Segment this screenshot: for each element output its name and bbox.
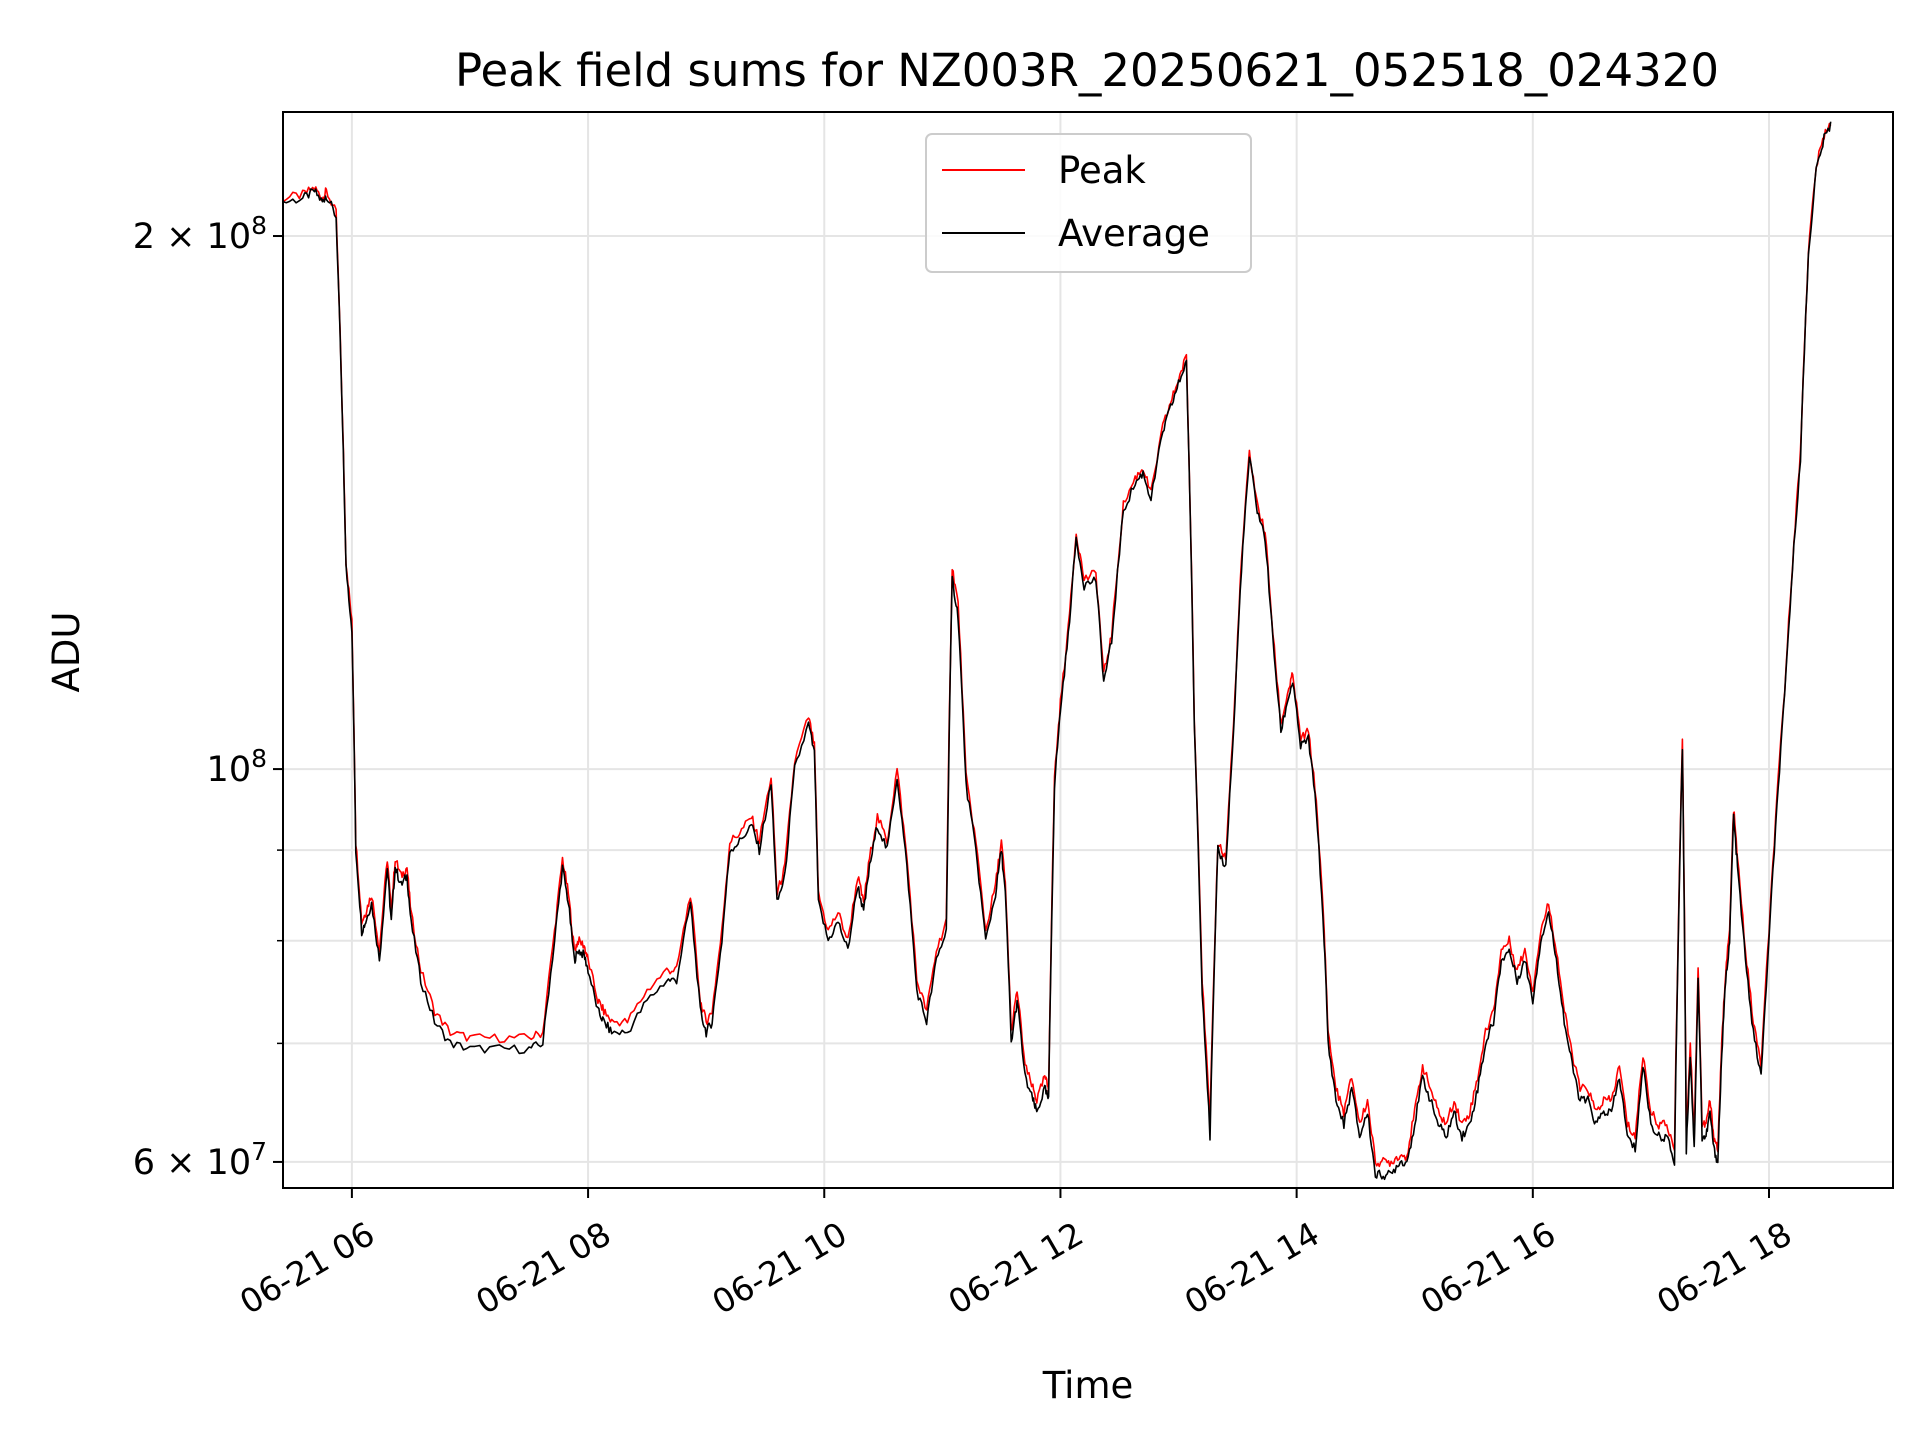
x-axis-label: Time: [1042, 1364, 1134, 1407]
chart-title: Peak field sums for NZ003R_20250621_0525…: [455, 44, 1719, 97]
legend-label-average: Average: [1058, 212, 1210, 255]
y-tick-label: 2 × 108: [133, 211, 267, 257]
y-axis-ticks: 6 × 107 108 2 × 108: [133, 211, 283, 1183]
series-line-average: [282, 121, 1832, 1181]
y-axis-label: ADU: [45, 612, 88, 693]
legend: Peak Average: [925, 133, 1252, 273]
series-line-peak: [282, 122, 1832, 1168]
plot-frame: [282, 111, 1894, 1189]
legend-box: [925, 133, 1252, 273]
legend-label-peak: Peak: [1058, 149, 1146, 192]
y-tick-label: 6 × 107: [133, 1137, 267, 1183]
series-lines: [282, 121, 1832, 1181]
y-tick-label: 108: [207, 744, 267, 790]
gridlines: [283, 112, 1893, 1188]
